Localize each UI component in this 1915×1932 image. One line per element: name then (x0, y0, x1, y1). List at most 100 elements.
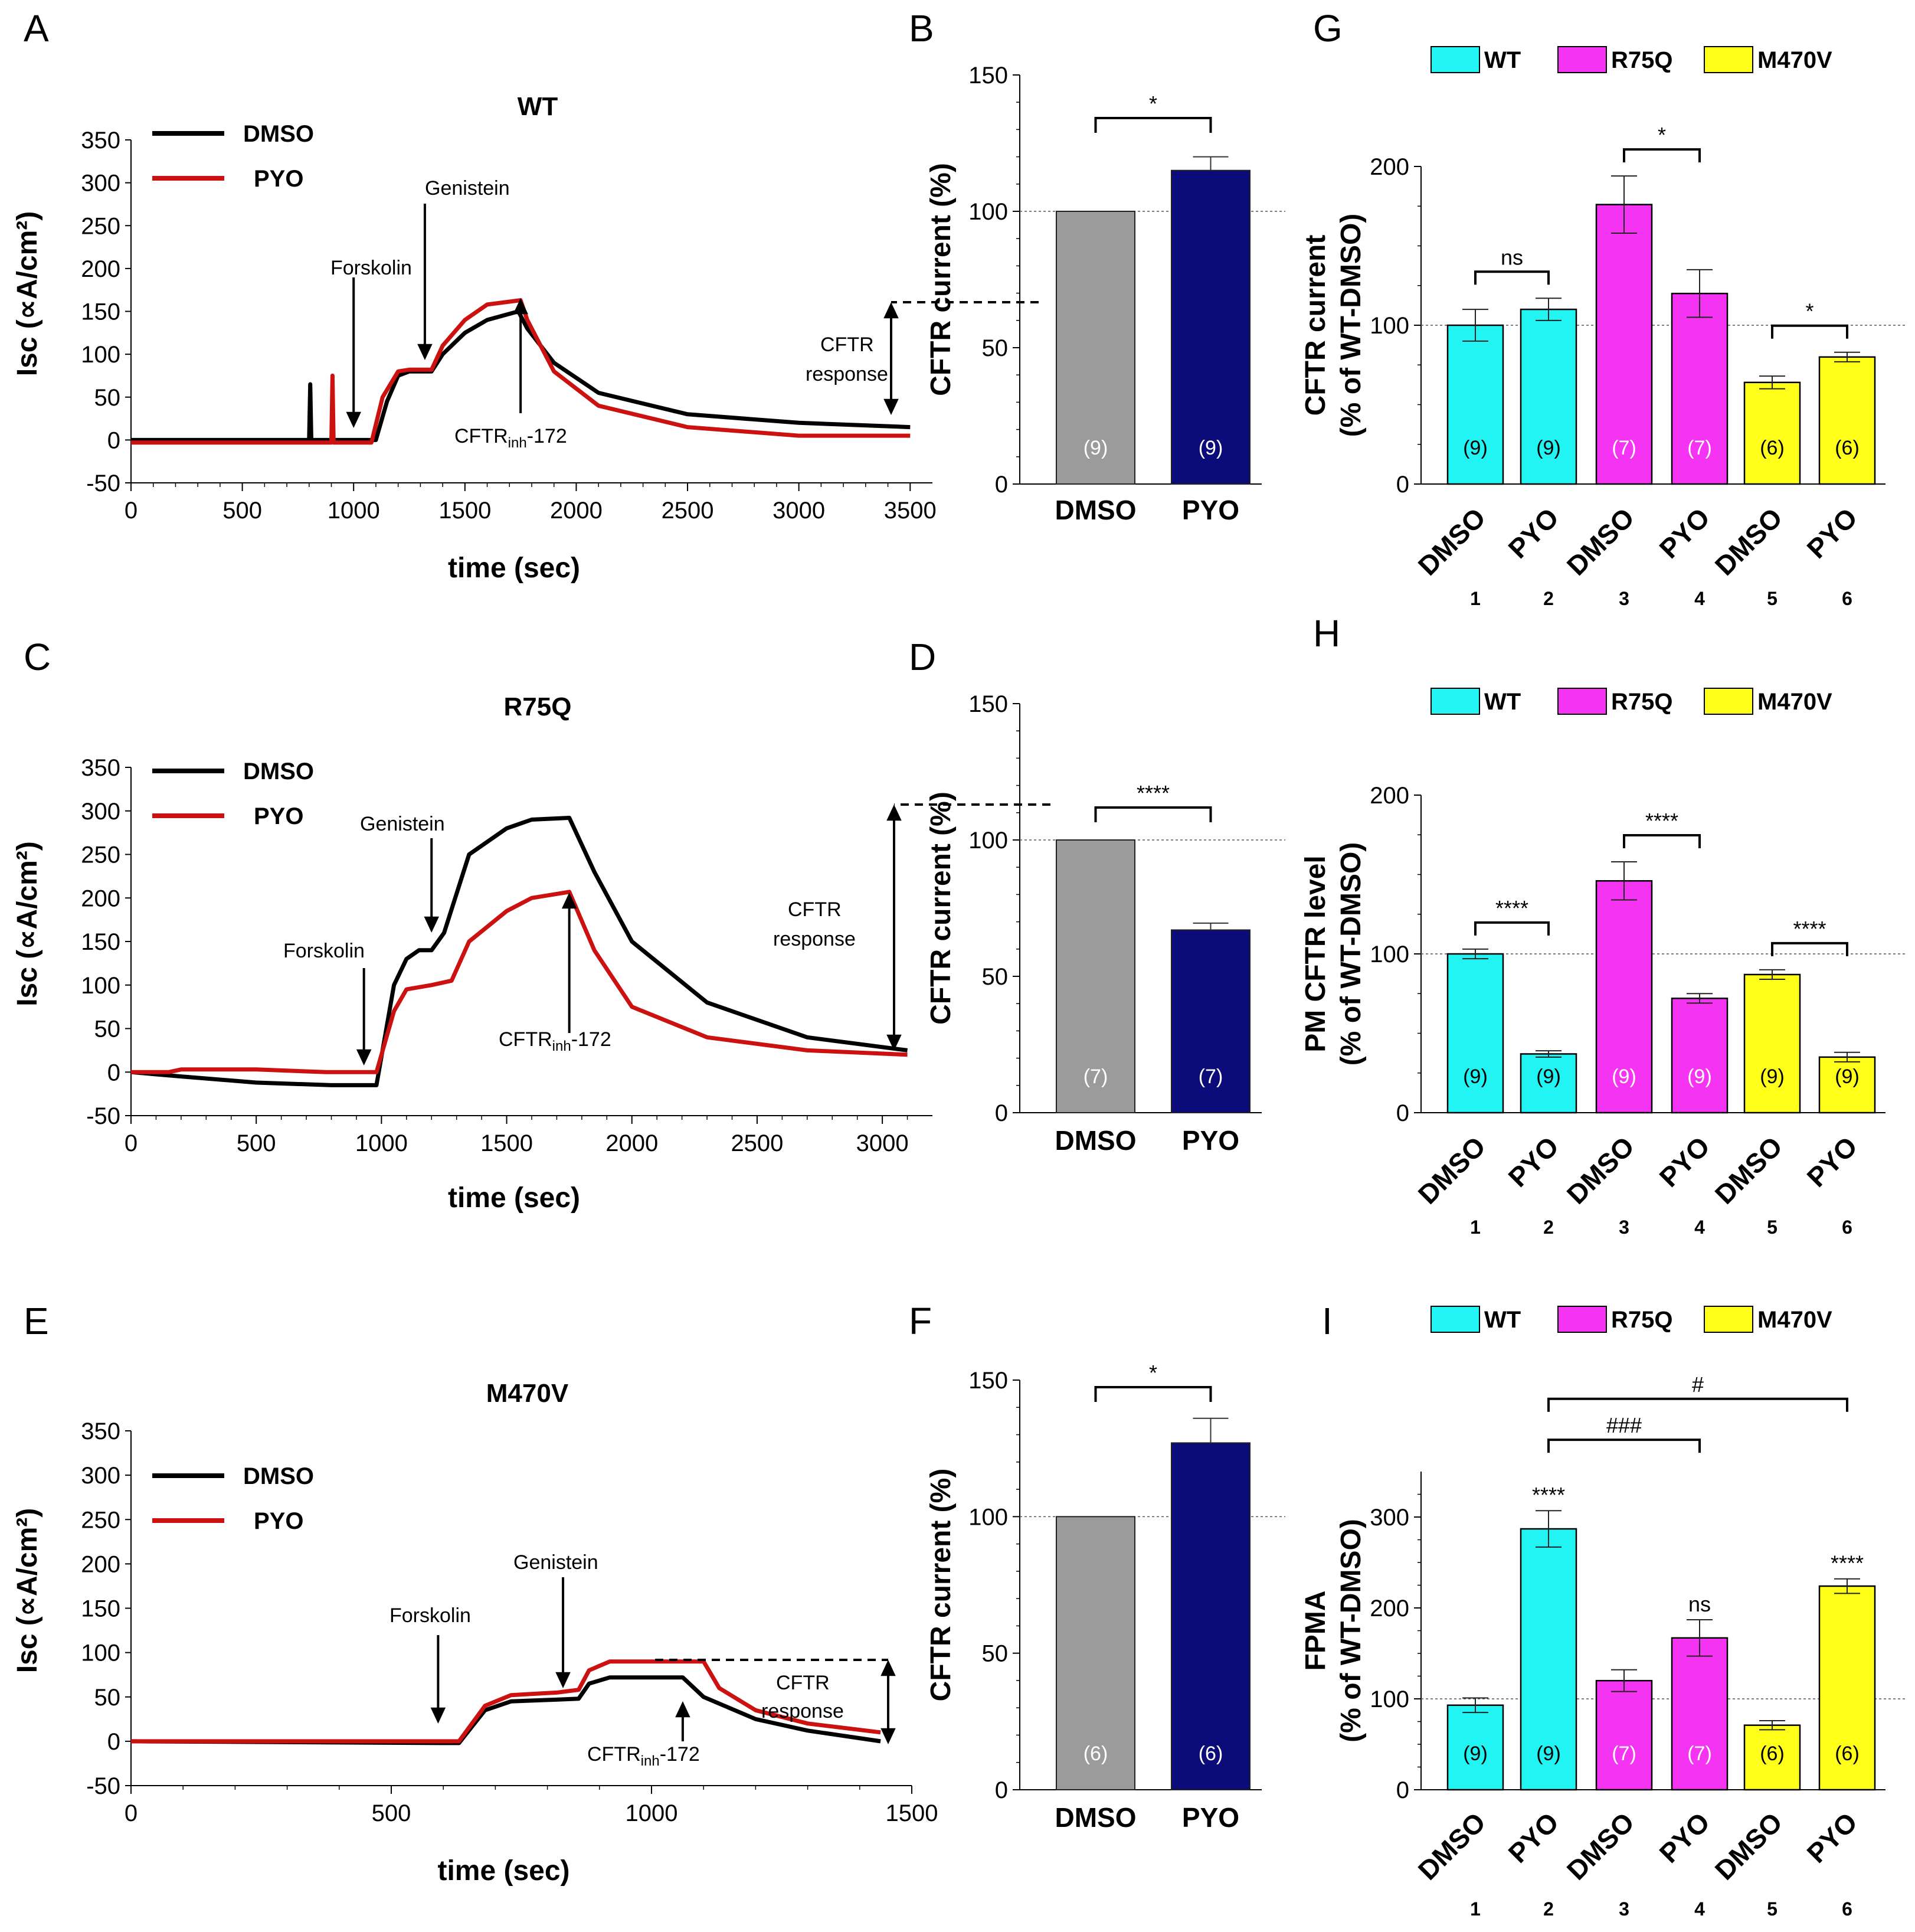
x-tick-label: 2000 (605, 1130, 658, 1156)
cftrinh-arrowhead (513, 298, 528, 315)
bar-chart-b: B 0 50 100 150 CFTR current (%) (9) DMSO (9) PYO * (909, 7, 1285, 525)
bar-wt-dmso (1446, 1704, 1504, 1791)
bar-wt-dmso (1446, 324, 1504, 485)
bar-n-label: (9) (1835, 1065, 1860, 1088)
comparison-bracket (1474, 270, 1550, 285)
bar-m470v-pyo (1818, 356, 1876, 485)
cftrinh-label: CFTRinh-172 (454, 425, 567, 451)
bar-dmso (1056, 1516, 1135, 1790)
grouped-bar-chart-h: H WT R75Q M470V 0 100 200 PM CFTR level (% of WT… (1300, 612, 1906, 1238)
x-category-label: DMSO (1709, 1806, 1788, 1885)
bar-n-label: (7) (1612, 437, 1636, 459)
legend-label-m470v: M470V (1757, 689, 1832, 715)
series-line-pyo (131, 1659, 881, 1744)
y-tick-label: 200 (1370, 1596, 1409, 1622)
panel-letter: D (909, 636, 936, 678)
x-index-label: 6 (1842, 1898, 1852, 1920)
x-category-label: PYO (1182, 1802, 1239, 1833)
y-tick-label: 0 (1396, 1777, 1409, 1803)
comparison-bracket (1474, 921, 1550, 936)
x-index-label: 1 (1470, 1217, 1481, 1238)
bar-r75q-pyo (1671, 1637, 1729, 1791)
legend-label-wt: WT (1484, 47, 1521, 73)
y-axis-title: FPMA (1300, 1591, 1331, 1671)
bar-n-label: (6) (1835, 437, 1860, 459)
panel-letter: A (24, 7, 49, 50)
bar-n-label: (7) (1083, 1065, 1108, 1088)
x-category-label: DMSO (1412, 1806, 1491, 1885)
y-tick-label: 300 (81, 171, 120, 197)
x-tick-label: 3000 (772, 498, 825, 524)
forskolin-label: Forskolin (389, 1604, 471, 1627)
cftr-response-label: CFTR (820, 334, 874, 356)
x-category-label: PYO (1801, 502, 1863, 564)
x-index-label: 6 (1842, 588, 1852, 609)
y-tick-label: 100 (968, 199, 1008, 225)
legend-swatch-r75q (1557, 46, 1607, 73)
cftr-response-label-2: response (806, 363, 888, 385)
x-category-label: DMSO (1561, 1130, 1640, 1209)
x-category-label: DMSO (1561, 1806, 1640, 1885)
y-axis-title: CFTR current (%) (925, 1469, 957, 1702)
x-category-label: PYO (1502, 1806, 1564, 1868)
comparison-bracket (1623, 148, 1701, 163)
bar-n-label: (9) (1612, 1065, 1636, 1088)
x-tick-label: 500 (372, 1800, 411, 1826)
y-tick-label: 100 (1370, 1686, 1409, 1712)
y-axis-title: Isc (∝A/cm²) (12, 1508, 43, 1673)
response-arrowhead-bottom (883, 398, 899, 415)
x-axis-title: time (sec) (437, 1855, 569, 1887)
y-tick-label: 150 (968, 691, 1008, 717)
y-axis-title: CFTR current (%) (925, 792, 957, 1025)
genistein-arrowhead (424, 916, 439, 933)
x-tick-label: 500 (222, 498, 262, 524)
legend-label-r75q: R75Q (1611, 689, 1673, 715)
bar-significance-label: **** (1831, 1551, 1864, 1575)
x-tick-label: 1000 (328, 498, 380, 524)
response-arrowhead-bottom (886, 1034, 902, 1051)
y-tick-label: 50 (982, 335, 1009, 361)
y-tick-label: 0 (1396, 472, 1409, 498)
x-tick-label: 1500 (480, 1130, 533, 1156)
bar-n-label: (7) (1199, 1065, 1223, 1088)
y-tick-label: 300 (81, 799, 120, 825)
x-index-label: 2 (1543, 1898, 1554, 1920)
bar-r75q-pyo (1671, 998, 1729, 1114)
bar-n-label: (9) (1760, 1065, 1785, 1088)
x-category-label: DMSO (1709, 1130, 1788, 1209)
y-tick-label: 150 (81, 1596, 120, 1622)
legend-label-pyo: PYO (254, 1508, 303, 1534)
y-tick-label: 50 (94, 1016, 121, 1042)
response-arrowhead-bottom (880, 1728, 896, 1744)
x-category-label: PYO (1182, 495, 1239, 525)
panel-letter: F (909, 1300, 932, 1342)
x-index-label: 3 (1619, 1898, 1629, 1920)
bar-n-label: (9) (1687, 1065, 1712, 1088)
x-category-label: DMSO (1412, 502, 1491, 581)
y-tick-label: -50 (86, 470, 120, 496)
x-index-label: 4 (1694, 588, 1705, 609)
y-tick-label: 300 (81, 1463, 120, 1489)
legend-label-dmso: DMSO (243, 759, 314, 784)
x-category-label: PYO (1654, 1806, 1716, 1868)
comparison-label: **** (1495, 896, 1528, 920)
y-tick-label: 200 (81, 885, 120, 911)
y-tick-label: 0 (107, 427, 120, 453)
x-index-label: 3 (1619, 588, 1629, 609)
y-tick-label: 50 (94, 385, 121, 411)
bar-n-label: (7) (1687, 437, 1712, 459)
y-tick-label: 300 (1370, 1505, 1409, 1531)
bar-wt-pyo (1520, 308, 1577, 485)
bar-n-label: (7) (1687, 1743, 1712, 1765)
bar-n-label: (6) (1835, 1743, 1860, 1765)
y-tick-label: 100 (1370, 313, 1409, 339)
y-tick-label: 50 (982, 964, 1009, 990)
bar-dmso (1056, 211, 1135, 485)
comparison-label: **** (1645, 809, 1678, 833)
significance-bracket (1094, 806, 1212, 822)
panel-letter: G (1313, 7, 1343, 50)
y-tick-label: 150 (968, 1368, 1008, 1394)
y-tick-label: 250 (81, 842, 120, 868)
chart-title: R75Q (504, 692, 572, 721)
bar-n-label: (9) (1536, 437, 1561, 459)
